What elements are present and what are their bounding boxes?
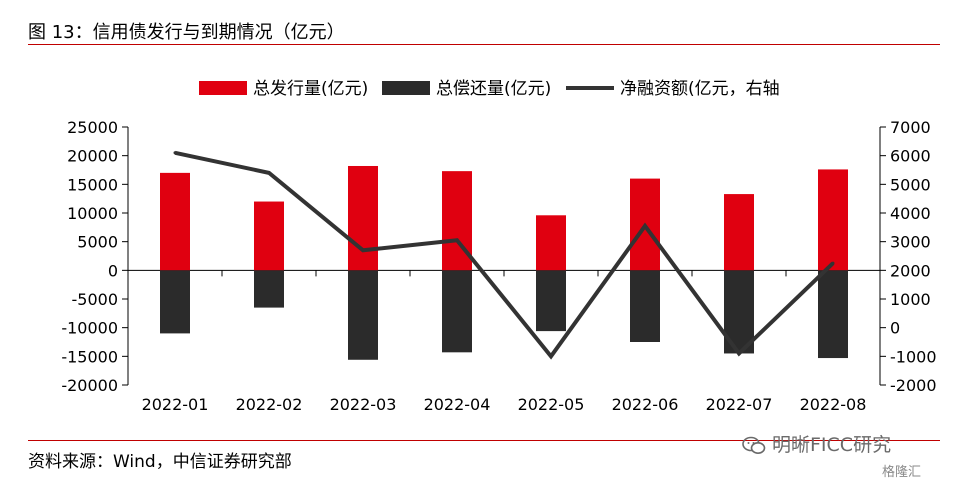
- left-tick-label: -15000: [61, 347, 118, 366]
- legend-swatch-issuance: [199, 81, 247, 95]
- legend-swatch-repayment: [382, 81, 430, 95]
- net-financing-point-2022-04: [455, 238, 459, 242]
- net-financing-point-2022-05: [549, 354, 553, 358]
- issuance-bar-2022-03: [348, 165, 378, 271]
- x-tick-label: 2022-02: [236, 395, 303, 414]
- right-tick-label: 2000: [890, 261, 931, 280]
- legend-label-issuance: 总发行量(亿元): [253, 79, 368, 99]
- right-tick-label: 5000: [890, 175, 931, 194]
- repayment-bar-2022-03: [348, 270, 378, 360]
- left-tick-label: 25000: [67, 118, 118, 137]
- left-tick-label: 0: [108, 261, 118, 280]
- net-financing-point-2022-03: [361, 248, 365, 252]
- repayment-bar-2022-08: [818, 270, 848, 359]
- repayment-bar-2022-04: [442, 270, 472, 353]
- source-note: 资料来源：Wind，中信证券研究部: [28, 452, 292, 472]
- left-axis-ticks: 25000 20000 15000 10000 5000 0 -5000 -10000 -150…: [61, 118, 128, 395]
- left-tick-label: 10000: [67, 204, 118, 223]
- issuance-bar-2022-02: [254, 201, 284, 271]
- chart: 总发行量(亿元) 总偿还量(亿元) 净融资额(亿元，右轴 25000200001…: [61, 79, 937, 414]
- left-tick-label: 5000: [77, 233, 118, 252]
- watermark-site: 格隆汇: [882, 465, 922, 480]
- net-financing-point-2022-07: [737, 351, 741, 355]
- repayment-bar-2022-06: [630, 270, 660, 342]
- x-tick-label: 2022-05: [518, 395, 585, 414]
- bars: [160, 165, 848, 360]
- net-financing-line: [174, 150, 835, 360]
- watermark-brand: 明晰FICC研究: [742, 430, 891, 457]
- watermark-text-1: 明晰FICC研究: [772, 434, 892, 456]
- line-series: [173, 150, 835, 360]
- right-tick-label: 0: [890, 319, 900, 338]
- right-tick-label: 7000: [890, 118, 931, 137]
- repayment-bar-2022-01: [160, 270, 190, 334]
- x-tick-label: 2022-04: [424, 395, 491, 414]
- right-tick-label: 3000: [890, 233, 931, 252]
- net-financing-point-2022-06: [643, 224, 647, 228]
- left-tick-label: -20000: [61, 376, 118, 395]
- net-financing-point-2022-08: [831, 261, 835, 265]
- x-tick-label: 2022-07: [706, 395, 773, 414]
- issuance-bar-2022-08: [818, 169, 848, 271]
- bottom-divider: [28, 440, 940, 441]
- page-title: 图 13：信用债发行与到期情况（亿元）: [28, 22, 345, 43]
- issuance-bar-2022-05: [536, 215, 566, 271]
- x-tick-label: 2022-03: [330, 395, 397, 414]
- right-tick-label: 1000: [890, 290, 931, 309]
- left-tick-label: -10000: [61, 319, 118, 338]
- legend-label-repayment: 总偿还量(亿元): [436, 79, 551, 99]
- x-tick-label: 2022-08: [800, 395, 867, 414]
- repayment-bar-2022-05: [536, 270, 566, 332]
- left-tick-label: 15000: [67, 175, 118, 194]
- right-tick-label: -2000: [890, 376, 937, 395]
- x-tick-label: 2022-06: [612, 395, 679, 414]
- issuance-bar-2022-01: [160, 172, 190, 271]
- left-tick-label: 20000: [67, 147, 118, 166]
- right-tick-label: -1000: [890, 347, 937, 366]
- repayment-bar-2022-02: [254, 270, 284, 308]
- legend-label-net: 净融资额(亿元，右轴: [620, 79, 780, 99]
- right-tick-label: 6000: [890, 147, 931, 166]
- left-tick-label: -5000: [72, 290, 119, 309]
- right-axis-ticks: 7000 6000 5000 4000 3000 2000 1000 0 -1000 -2000: [880, 118, 937, 395]
- x-axis-ticks: 2022-01 2022-02 2022-03 2022-04 2022-05 2022-…: [127, 270, 881, 414]
- x-tick-label: 2022-01: [142, 395, 209, 414]
- legend: 总发行量(亿元) 总偿还量(亿元) 净融资额(亿元，右轴: [199, 79, 780, 99]
- issuance-bar-2022-07: [724, 194, 754, 271]
- top-divider: [28, 44, 940, 45]
- wechat-icon: [742, 436, 766, 454]
- net-financing-point-2022-02: [267, 171, 271, 175]
- right-tick-label: 4000: [890, 204, 931, 223]
- net-financing-point-2022-01: [173, 151, 177, 155]
